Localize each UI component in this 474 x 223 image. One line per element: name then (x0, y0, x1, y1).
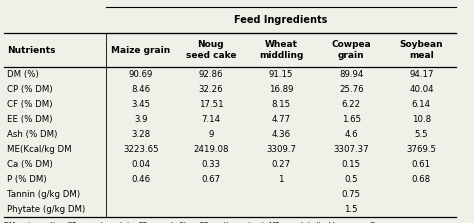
Text: 3769.5: 3769.5 (406, 145, 437, 154)
Text: 4.77: 4.77 (272, 115, 291, 124)
Text: 1.5: 1.5 (345, 205, 358, 214)
Text: 91.15: 91.15 (269, 70, 293, 79)
Text: 3309.7: 3309.7 (266, 145, 296, 154)
Text: 0.67: 0.67 (201, 175, 220, 184)
Text: DM = dry matter, CP = crude protein, CF = crude fiber, EE = ether extract, ME = : DM = dry matter, CP = crude protein, CF … (4, 222, 387, 223)
Text: 17.51: 17.51 (199, 100, 223, 109)
Text: 1: 1 (278, 175, 284, 184)
Text: 0.46: 0.46 (131, 175, 150, 184)
Text: 0.61: 0.61 (412, 160, 431, 169)
Text: CP (% DM): CP (% DM) (7, 85, 52, 94)
Text: 3.9: 3.9 (134, 115, 147, 124)
Text: 3307.37: 3307.37 (333, 145, 369, 154)
Text: 40.04: 40.04 (409, 85, 434, 94)
Text: 6.14: 6.14 (412, 100, 431, 109)
Text: 8.46: 8.46 (131, 85, 150, 94)
Text: Noug
seed cake: Noug seed cake (186, 40, 236, 60)
Text: 25.76: 25.76 (339, 85, 364, 94)
Text: 6.22: 6.22 (342, 100, 361, 109)
Text: Cowpea
grain: Cowpea grain (331, 40, 371, 60)
Text: Tannin (g/kg DM): Tannin (g/kg DM) (7, 190, 80, 199)
Text: P (% DM): P (% DM) (7, 175, 46, 184)
Text: DM (%): DM (%) (7, 70, 38, 79)
Text: 90.69: 90.69 (128, 70, 153, 79)
Text: 10.8: 10.8 (412, 115, 431, 124)
Text: 2419.08: 2419.08 (193, 145, 228, 154)
Text: 8.15: 8.15 (272, 100, 291, 109)
Text: 3.28: 3.28 (131, 130, 150, 139)
Text: 7.14: 7.14 (201, 115, 220, 124)
Text: 5.5: 5.5 (415, 130, 428, 139)
Text: Ash (% DM): Ash (% DM) (7, 130, 57, 139)
Text: 3223.65: 3223.65 (123, 145, 159, 154)
Text: CF (% DM): CF (% DM) (7, 100, 52, 109)
Text: Wheat
middling: Wheat middling (259, 40, 303, 60)
Text: Phytate (g/kg DM): Phytate (g/kg DM) (7, 205, 85, 214)
Text: 0.68: 0.68 (412, 175, 431, 184)
Text: 0.75: 0.75 (342, 190, 361, 199)
Text: 4.6: 4.6 (345, 130, 358, 139)
Text: 0.04: 0.04 (131, 160, 150, 169)
Text: 1.65: 1.65 (342, 115, 361, 124)
Text: 94.17: 94.17 (409, 70, 434, 79)
Text: Nutrients: Nutrients (7, 45, 55, 55)
Text: 9: 9 (208, 130, 214, 139)
Text: 3.45: 3.45 (131, 100, 150, 109)
Text: Maize grain: Maize grain (111, 45, 170, 55)
Text: Ca (% DM): Ca (% DM) (7, 160, 53, 169)
Text: Feed Ingredients: Feed Ingredients (235, 15, 328, 25)
Text: ME(Kcal/kg DM: ME(Kcal/kg DM (7, 145, 71, 154)
Text: 0.27: 0.27 (272, 160, 291, 169)
Text: 0.33: 0.33 (201, 160, 220, 169)
Text: EE (% DM): EE (% DM) (7, 115, 52, 124)
Text: 4.36: 4.36 (272, 130, 291, 139)
Text: 89.94: 89.94 (339, 70, 364, 79)
Text: 32.26: 32.26 (199, 85, 223, 94)
Text: 0.5: 0.5 (345, 175, 358, 184)
Text: Soybean
meal: Soybean meal (400, 40, 443, 60)
Text: 92.86: 92.86 (199, 70, 223, 79)
Text: 0.15: 0.15 (342, 160, 361, 169)
Text: 16.89: 16.89 (269, 85, 293, 94)
